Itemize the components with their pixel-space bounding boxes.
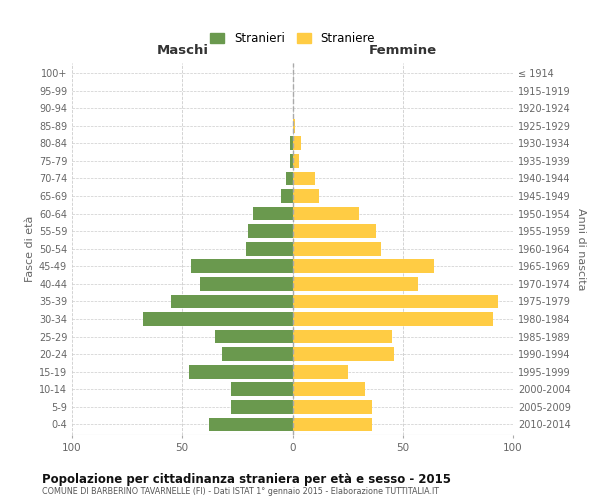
Text: Maschi: Maschi bbox=[156, 44, 208, 57]
Bar bbox=[293, 242, 381, 256]
Bar bbox=[293, 294, 497, 308]
Text: Femmine: Femmine bbox=[368, 44, 437, 57]
Bar bbox=[293, 119, 295, 132]
Bar bbox=[293, 400, 372, 413]
Bar bbox=[143, 312, 293, 326]
Bar bbox=[246, 242, 293, 256]
Bar bbox=[231, 382, 293, 396]
Bar bbox=[293, 260, 434, 273]
Bar bbox=[293, 277, 418, 290]
Bar bbox=[248, 224, 293, 238]
Bar bbox=[209, 418, 293, 432]
Bar bbox=[293, 136, 301, 150]
Bar bbox=[293, 154, 299, 168]
Bar bbox=[293, 189, 319, 203]
Y-axis label: Fasce di età: Fasce di età bbox=[25, 216, 35, 282]
Bar bbox=[281, 189, 293, 203]
Bar bbox=[253, 207, 293, 220]
Bar bbox=[293, 330, 392, 344]
Bar bbox=[293, 348, 394, 361]
Bar bbox=[215, 330, 293, 344]
Legend: Stranieri, Straniere: Stranieri, Straniere bbox=[206, 28, 379, 50]
Bar bbox=[231, 400, 293, 413]
Y-axis label: Anni di nascita: Anni di nascita bbox=[576, 208, 586, 290]
Bar bbox=[286, 172, 293, 185]
Bar bbox=[222, 348, 293, 361]
Bar bbox=[290, 154, 293, 168]
Bar bbox=[290, 136, 293, 150]
Bar bbox=[293, 365, 347, 378]
Bar bbox=[293, 312, 493, 326]
Bar bbox=[293, 224, 376, 238]
Bar bbox=[293, 172, 314, 185]
Bar bbox=[189, 365, 293, 378]
Text: Popolazione per cittadinanza straniera per età e sesso - 2015: Popolazione per cittadinanza straniera p… bbox=[42, 472, 451, 486]
Bar bbox=[200, 277, 293, 290]
Text: COMUNE DI BARBERINO TAVARNELLE (FI) - Dati ISTAT 1° gennaio 2015 - Elaborazione : COMUNE DI BARBERINO TAVARNELLE (FI) - Da… bbox=[42, 488, 439, 496]
Bar bbox=[293, 207, 359, 220]
Bar bbox=[293, 418, 372, 432]
Bar bbox=[293, 382, 365, 396]
Bar bbox=[191, 260, 293, 273]
Bar bbox=[171, 294, 293, 308]
